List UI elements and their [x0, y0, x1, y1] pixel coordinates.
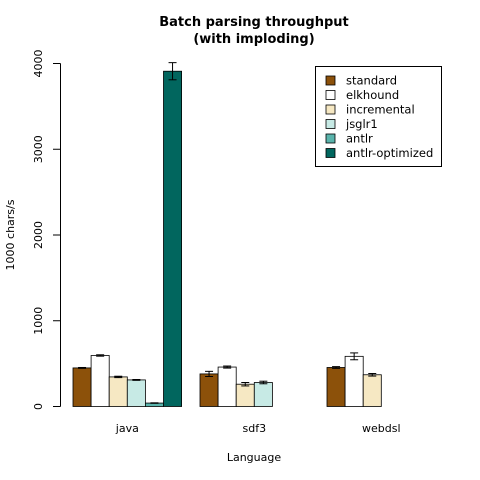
- bar-incremental-webdsl: [362, 374, 382, 407]
- bar-jsglr1-sdf3: [253, 382, 273, 407]
- y-tick-label: 0: [32, 403, 45, 410]
- bar-elkhound-java: [90, 355, 110, 407]
- x-axis-label: Language: [227, 451, 282, 464]
- legend-label-antlr: antlr: [346, 132, 373, 146]
- bar-standard-webdsl: [326, 367, 346, 407]
- legend: standardelkhoundincrementaljsglr1antlran…: [315, 66, 442, 167]
- error-bar-elkhound-webdsl: [350, 352, 359, 361]
- y-tick-label: 4000: [32, 50, 45, 78]
- error-bar-jsglr1-sdf3: [259, 380, 268, 385]
- error-bar-incremental-sdf3: [241, 381, 250, 387]
- error-bar-standard-webdsl: [332, 366, 341, 369]
- bar-standard-sdf3: [199, 373, 219, 407]
- legend-label-incremental: incremental: [346, 103, 415, 117]
- legend-swatch-antlr-optimized: [325, 148, 336, 158]
- x-tick-label-sdf3: sdf3: [243, 422, 267, 435]
- error-bar-antlr-optimized-java: [168, 62, 177, 81]
- legend-box: [315, 66, 442, 167]
- y-tick-label: 1000: [32, 307, 45, 335]
- legend-label-antlr-optimized: antlr-optimized: [346, 146, 433, 160]
- bar-incremental-sdf3: [235, 383, 255, 407]
- bar-jsglr1-java: [126, 379, 146, 407]
- x-tick-label-java: java: [115, 422, 139, 435]
- y-axis: 0 1000 2000 3000 4000: [32, 50, 61, 410]
- error-bar-jsglr1-java: [132, 378, 141, 381]
- x-tick-label-webdsl: webdsl: [362, 422, 401, 435]
- bar-elkhound-webdsl: [344, 355, 364, 407]
- legend-label-elkhound: elkhound: [346, 88, 399, 102]
- x-axis-ticks: java sdf3 webdsl: [115, 422, 401, 435]
- y-tick-label: 3000: [32, 135, 45, 163]
- y-axis-label: 1000 chars/s: [4, 199, 17, 270]
- error-bar-incremental-java: [114, 375, 123, 379]
- chart-title-line-1: Batch parsing throughput: [159, 15, 349, 30]
- error-bar-incremental-webdsl: [368, 372, 377, 377]
- y-tick-label: 2000: [32, 221, 45, 249]
- bar-standard-java: [72, 367, 92, 407]
- error-bar-antlr-java: [150, 402, 159, 404]
- bar-antlr-optimized-java: [163, 70, 183, 407]
- legend-label-standard: standard: [346, 74, 397, 88]
- legend-label-jsglr1: jsglr1: [345, 117, 378, 131]
- error-bar-elkhound-sdf3: [223, 365, 232, 369]
- bars: [72, 62, 382, 407]
- legend-swatch-incremental: [325, 104, 336, 115]
- bar-incremental-java: [108, 376, 128, 407]
- legend-swatch-antlr: [325, 133, 336, 144]
- error-bar-standard-java: [78, 366, 87, 369]
- error-bar-elkhound-java: [96, 354, 105, 357]
- legend-swatch-standard: [325, 75, 336, 86]
- legend-swatch-jsglr1: [325, 119, 336, 129]
- error-bar-standard-sdf3: [205, 370, 214, 377]
- legend-swatch-elkhound: [325, 90, 336, 100]
- chart-title-line-2: (with imploding): [193, 32, 314, 47]
- bar-elkhound-sdf3: [217, 366, 237, 407]
